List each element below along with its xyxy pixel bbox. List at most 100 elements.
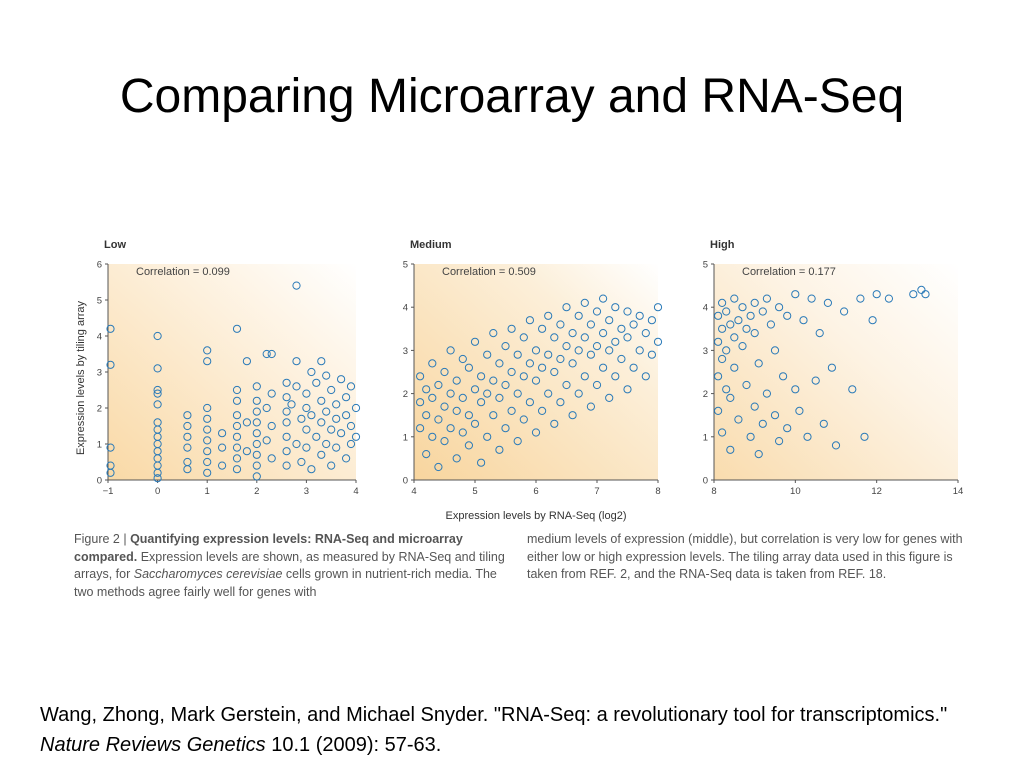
- data-point: [342, 411, 351, 420]
- data-point: [507, 406, 516, 415]
- data-point: [232, 432, 242, 441]
- data-point: [580, 372, 589, 381]
- data-point: [592, 380, 602, 390]
- figure-caption-left: Figure 2 | Quantifying expression levels…: [74, 531, 510, 601]
- caption-bold-title: Quantifying expression levels: RNA-Seq a…: [74, 532, 463, 564]
- data-point: [617, 354, 626, 364]
- x-tick-label: 2: [254, 486, 259, 497]
- data-point: [722, 346, 731, 355]
- panel-background: [108, 264, 356, 480]
- data-point: [252, 439, 261, 449]
- data-point: [242, 447, 251, 456]
- data-point: [252, 461, 261, 470]
- data-point: [726, 393, 735, 402]
- data-point: [446, 389, 455, 398]
- data-point: [568, 359, 577, 368]
- data-point: [599, 363, 608, 372]
- data-point: [153, 364, 162, 373]
- data-point: [647, 350, 657, 359]
- data-point: [718, 354, 727, 364]
- data-point: [803, 432, 812, 441]
- data-point: [550, 333, 559, 342]
- data-point: [718, 298, 727, 308]
- data-point: [327, 461, 336, 470]
- data-point: [292, 439, 301, 449]
- data-point: [106, 443, 115, 452]
- data-point: [106, 360, 115, 369]
- data-point: [153, 389, 162, 398]
- panel-title: High: [710, 239, 735, 251]
- y-tick-label: 0: [403, 476, 408, 487]
- data-point: [856, 294, 865, 303]
- data-point: [302, 425, 311, 434]
- data-point: [262, 403, 271, 413]
- citation-details: 10.1 (2009): 57-63.: [271, 734, 442, 756]
- y-tick-label: 3: [97, 368, 102, 379]
- data-point: [722, 307, 731, 316]
- data-point: [302, 443, 311, 452]
- data-point: [346, 382, 356, 391]
- data-point: [153, 385, 162, 395]
- data-point: [807, 294, 816, 303]
- data-point: [746, 311, 755, 320]
- data-point: [568, 329, 577, 338]
- data-point: [302, 403, 311, 413]
- data-point: [714, 406, 723, 415]
- data-point: [252, 450, 261, 459]
- data-point: [470, 337, 480, 346]
- data-point: [823, 298, 833, 308]
- data-point: [322, 371, 331, 380]
- data-point: [218, 443, 227, 452]
- data-point: [507, 324, 516, 333]
- data-point: [262, 349, 271, 359]
- data-point: [568, 411, 577, 420]
- data-point: [416, 398, 425, 407]
- data-point: [831, 441, 841, 450]
- figure-caption-right: medium levels of expression (middle), bu…: [527, 532, 963, 581]
- data-point: [730, 294, 739, 303]
- data-point: [635, 311, 644, 320]
- slide-title: Comparing Microarray and RNA-Seq: [119, 70, 905, 123]
- data-point: [783, 424, 792, 433]
- data-point: [495, 359, 504, 368]
- data-point: [452, 406, 461, 415]
- data-point: [346, 421, 356, 431]
- data-point: [495, 393, 504, 402]
- data-point: [483, 389, 492, 398]
- data-point: [203, 403, 212, 413]
- data-point: [827, 363, 837, 372]
- data-point: [872, 290, 881, 299]
- data-point: [183, 432, 192, 441]
- data-point: [470, 385, 480, 394]
- data-point: [317, 396, 326, 405]
- data-point: [183, 421, 192, 431]
- data-point: [282, 407, 291, 416]
- data-point: [458, 393, 467, 402]
- data-point: [483, 432, 492, 441]
- data-point: [525, 359, 534, 368]
- citation: Wang, Zhong, Mark Gerstein, and Michael …: [40, 700, 990, 760]
- data-point: [754, 450, 763, 459]
- data-point: [203, 447, 212, 456]
- data-point: [282, 447, 291, 456]
- data-point: [292, 281, 301, 290]
- data-point: [550, 367, 559, 377]
- data-point: [434, 415, 443, 424]
- data-point: [525, 316, 534, 325]
- data-point: [489, 329, 498, 338]
- data-point: [464, 441, 473, 450]
- data-point: [434, 380, 443, 390]
- data-point: [332, 443, 341, 452]
- data-point: [351, 403, 361, 413]
- data-point: [307, 411, 316, 420]
- data-point: [337, 429, 346, 438]
- data-point: [470, 419, 480, 428]
- x-tick-label: 14: [953, 486, 964, 497]
- data-point: [346, 439, 356, 449]
- x-tick-label: 4: [411, 486, 416, 497]
- data-point: [312, 378, 321, 387]
- data-point: [440, 402, 449, 411]
- data-point: [297, 457, 306, 467]
- data-point: [242, 418, 251, 427]
